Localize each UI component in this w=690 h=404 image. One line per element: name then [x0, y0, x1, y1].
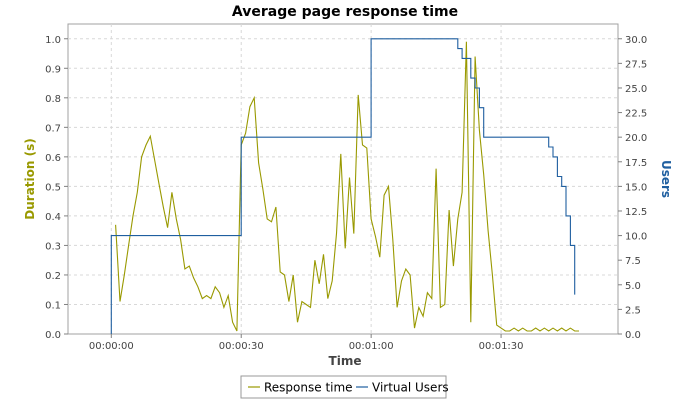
right-tick-label: 15.0 — [625, 182, 647, 193]
series-line-virtual-users — [110, 38, 576, 334]
left-tick-label: 0.1 — [45, 300, 61, 311]
right-tick-label: 5.0 — [625, 281, 641, 292]
right-tick-label: 27.5 — [625, 59, 647, 70]
left-tick-label: 0.6 — [45, 153, 61, 164]
right-tick-label: 25.0 — [625, 84, 647, 95]
legend-box — [240, 375, 447, 399]
x-tick-label: 00:01:30 — [479, 341, 524, 352]
right-tick-label: 7.5 — [625, 256, 641, 267]
left-tick-label: 0.3 — [45, 241, 61, 252]
left-tick-label: 0.7 — [45, 123, 61, 134]
right-tick-label: 0.0 — [625, 330, 641, 341]
left-axis-label: Duration (s) — [23, 138, 37, 219]
series-line-response-time — [115, 41, 579, 332]
x-tick-label: 00:01:00 — [349, 341, 394, 352]
right-tick-label: 20.0 — [625, 133, 647, 144]
right-axis-ticks: 0.0 2.5 5.0 7.5 10.0 12.5 15.0 17.5 20.0 22.5 25.0… — [618, 35, 647, 341]
left-tick-label: 0.4 — [45, 212, 61, 223]
legend: Response time Virtual Users — [240, 375, 449, 399]
legend-label-response-time: Response time — [264, 381, 353, 395]
left-tick-label: 0.2 — [45, 271, 61, 282]
chart-title: Average page response time — [232, 4, 458, 20]
left-tick-label: 0.5 — [45, 182, 61, 193]
right-tick-label: 2.5 — [625, 305, 641, 316]
right-tick-label: 17.5 — [625, 158, 647, 169]
right-axis-label: Users — [659, 160, 673, 198]
x-tick-label: 00:00:00 — [89, 341, 134, 352]
left-tick-label: 0.0 — [45, 330, 61, 341]
x-axis-ticks: 00:00:00 00:00:30 00:01:00 00:01:30 — [89, 334, 524, 352]
left-tick-label: 0.8 — [45, 94, 61, 105]
right-tick-label: 10.0 — [625, 232, 647, 243]
x-tick-label: 00:00:30 — [219, 341, 264, 352]
left-tick-label: 0.9 — [45, 64, 61, 75]
left-axis-ticks: 0.0 0.1 0.2 0.3 0.4 0.5 0.6 0.7 0.8 0.9 1.0 — [45, 35, 68, 341]
series-layer — [110, 38, 579, 334]
right-tick-label: 12.5 — [625, 207, 647, 218]
x-axis-label: Time — [329, 354, 362, 368]
grid-lines — [68, 24, 618, 334]
left-tick-label: 1.0 — [45, 35, 61, 46]
plot-area — [67, 23, 619, 335]
right-tick-label: 30.0 — [625, 35, 647, 46]
legend-label-virtual-users: Virtual Users — [372, 381, 449, 395]
right-tick-label: 22.5 — [625, 109, 647, 120]
